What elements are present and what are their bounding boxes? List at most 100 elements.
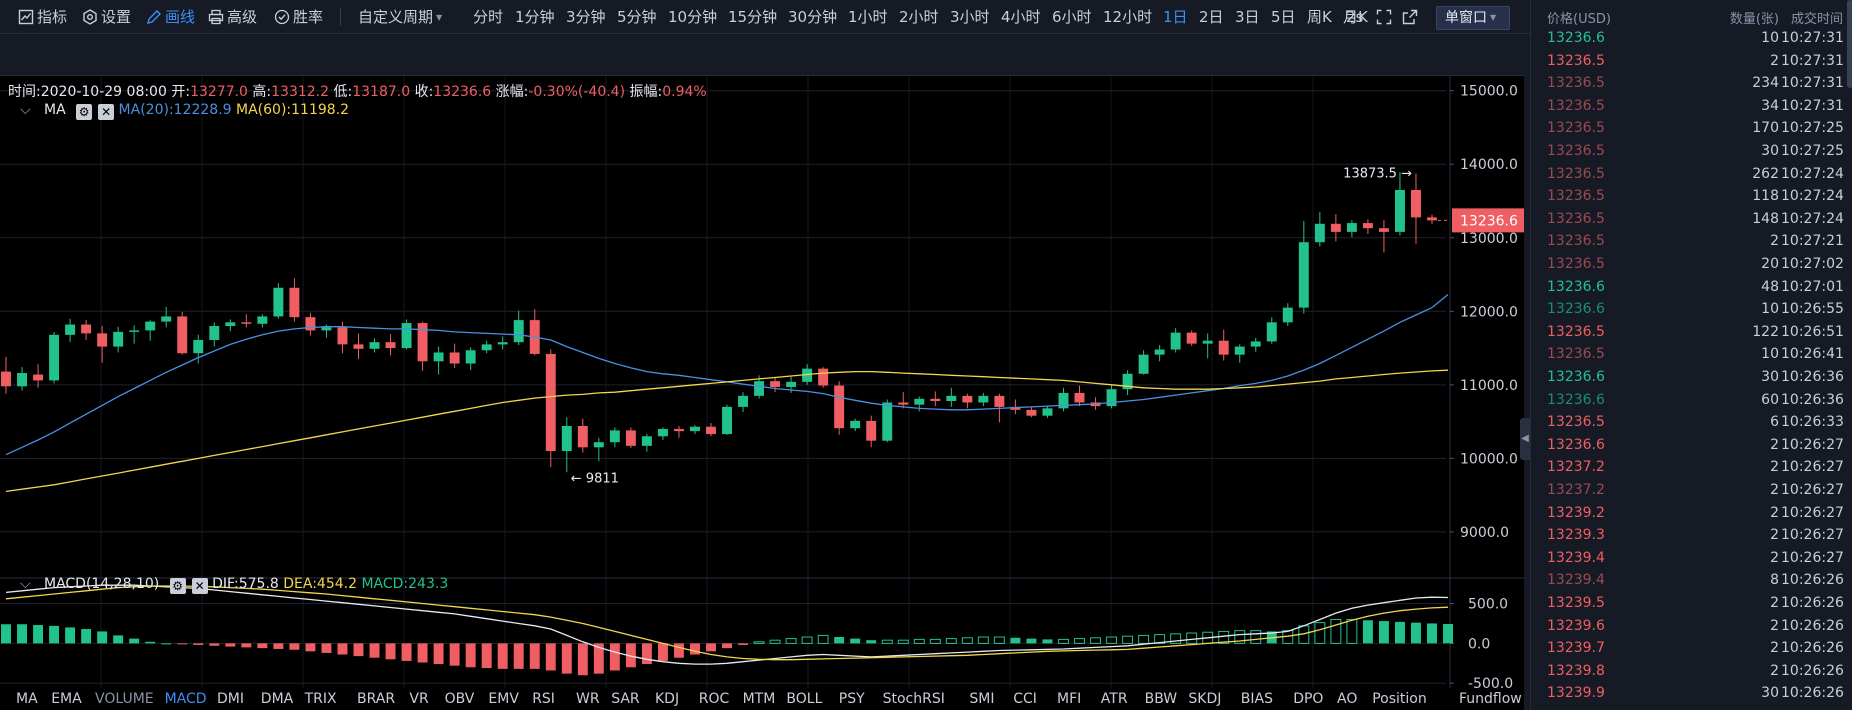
indicator-tab[interactable]: DPO [1293, 691, 1324, 707]
indicator-tab[interactable]: VR [409, 691, 429, 707]
trade-row: 13236.5 10 10:26:41 [1531, 344, 1852, 366]
trade-row: 13237.2 2 10:26:27 [1531, 480, 1852, 502]
indicator-tab[interactable]: BRAR [357, 691, 396, 707]
period-tab[interactable]: 3日 [1235, 8, 1260, 26]
macd-tick-label: 500.0 [1468, 597, 1508, 613]
macd-histogram-bar [193, 643, 204, 645]
candle-body [946, 395, 957, 401]
indicator-tab[interactable]: BOLL [786, 691, 823, 707]
candle-body [625, 430, 636, 446]
period-tab[interactable]: 15分钟 [728, 8, 778, 26]
dea-line [5, 585, 1449, 661]
trade-row: 13237.2 2 10:26:27 [1531, 457, 1852, 479]
indicator-tab[interactable]: CCI [1013, 691, 1037, 707]
close-icon[interactable]: ✕ [191, 578, 208, 594]
macd-histogram-bar [577, 643, 588, 676]
indicator-tab[interactable]: MFI [1057, 691, 1082, 707]
period-tab[interactable]: 1日 [1163, 8, 1188, 26]
period-tab[interactable]: 2日 [1199, 8, 1224, 26]
period-tab[interactable]: 3分钟 [566, 8, 606, 26]
period-tab[interactable]: 3小时 [950, 8, 990, 26]
indicator-tab[interactable]: OBV [444, 691, 475, 707]
candle-body [401, 323, 412, 349]
custom-period-select[interactable]: 自定义周期 ▼ [358, 0, 442, 34]
indicator-tab[interactable]: DMI [217, 691, 244, 707]
fullscreen-button[interactable] [1376, 0, 1395, 34]
candle-body [1346, 223, 1357, 232]
trade-qty: 2 [1770, 617, 1779, 634]
trade-price: 13239.2 [1547, 504, 1605, 521]
indicator-tab[interactable]: Fundflow [1459, 691, 1522, 707]
indicator-tab[interactable]: MA [16, 691, 38, 707]
gear-icon[interactable]: ⚙ [76, 104, 93, 120]
period-tab[interactable]: 5日 [1271, 8, 1296, 26]
indicator-tab[interactable]: BIAS [1240, 691, 1273, 707]
period-tab[interactable]: 周K [1307, 8, 1332, 26]
trade-row: 13236.6 10 10:26:55 [1531, 299, 1852, 321]
macd-histogram-bar [689, 643, 700, 655]
gear-icon[interactable]: ⚙ [169, 578, 186, 594]
macd-histogram-bar [529, 643, 540, 669]
period-tab[interactable]: 1小时 [848, 8, 888, 26]
indicator-tab[interactable]: SAR [611, 691, 640, 707]
period-tab[interactable]: 月K [1343, 8, 1368, 26]
collapse-chevron-icon[interactable]: ⌵ [20, 102, 31, 118]
indicator-tab[interactable]: ROC [698, 691, 730, 707]
trade-price: 13236.5 [1547, 120, 1605, 137]
period-tab[interactable]: 30分钟 [788, 8, 838, 26]
period-tab[interactable]: 2小时 [899, 8, 939, 26]
indicator-tab[interactable]: PSY [838, 691, 865, 707]
settings-button[interactable]: 设置 [82, 0, 131, 34]
winrate-button[interactable]: 胜率 [274, 0, 323, 34]
period-tab[interactable]: 5分钟 [617, 8, 657, 26]
indicator-tab[interactable]: Position [1372, 691, 1427, 707]
draw-button[interactable]: 画线 [146, 0, 195, 34]
ma60-value: MA(60):11198.2 [236, 102, 350, 118]
candle-body [898, 402, 909, 405]
indicator-tab[interactable]: AO [1337, 691, 1358, 707]
period-tab[interactable]: 4小时 [1001, 8, 1041, 26]
window-mode-select[interactable]: 单窗口 ▼ [1436, 6, 1510, 30]
indicator-tab[interactable]: ATR [1100, 691, 1128, 707]
period-tab[interactable]: 10分钟 [668, 8, 718, 26]
period-tab[interactable]: 6小时 [1052, 8, 1092, 26]
advanced-button[interactable]: 高级 [208, 0, 257, 34]
candlestick-chart[interactable]: 15000.0 14000.0 13000.0 12000.0 11000.0 10000… [0, 76, 1524, 688]
macd-histogram-bar [993, 636, 1005, 644]
trade-time: 10:26:26 [1781, 572, 1844, 589]
refresh-interval[interactable]: 2s [1346, 0, 1363, 34]
period-tab[interactable]: 1分钟 [515, 8, 555, 26]
indicator-tab[interactable]: VOLUME [95, 691, 154, 707]
indicator-tab[interactable]: EMA [51, 691, 82, 707]
close-icon[interactable]: ✕ [98, 104, 115, 120]
collapse-panel-button[interactable]: ◀ [1520, 418, 1530, 460]
candle-body [609, 430, 620, 443]
period-tab[interactable]: 分时 [473, 8, 504, 26]
indicator-tab[interactable]: DMA [260, 691, 294, 707]
indicator-tab[interactable]: KDJ [655, 691, 680, 707]
candle-body [1218, 340, 1229, 355]
indicator-tab[interactable]: WR [576, 691, 600, 707]
indicator-tab[interactable]: TRIX [304, 691, 337, 707]
indicator-tab[interactable]: MTM [742, 691, 776, 707]
indicator-tab[interactable]: EMV [488, 691, 519, 707]
indicator-tab[interactable]: MACD [164, 691, 207, 707]
indicator-tab[interactable]: RSI [532, 691, 555, 707]
collapse-chevron-icon[interactable]: ⌵ [20, 576, 31, 592]
macd-histogram-bar [1090, 637, 1101, 644]
trades-scrollbar[interactable] [1847, 0, 1852, 88]
chart-area[interactable]: 15000.0 14000.0 13000.0 12000.0 11000.0 10000… [0, 76, 1524, 710]
candle-body [1394, 189, 1405, 232]
indicator-tab[interactable]: BBW [1144, 691, 1178, 707]
indicator-button[interactable]: 指标 [18, 0, 67, 34]
candle-body [1, 371, 11, 387]
popout-button[interactable] [1402, 0, 1421, 34]
macd-histogram-bar [561, 643, 572, 674]
indicator-tab[interactable]: SMI [969, 691, 995, 707]
trade-qty: 48 [1761, 278, 1779, 295]
indicator-tab[interactable]: SKDJ [1188, 691, 1222, 707]
period-tab[interactable]: 12小时 [1103, 8, 1153, 26]
last-price-label: 13236.6 [1460, 213, 1518, 229]
trade-qty: 2 [1770, 436, 1779, 453]
indicator-tab[interactable]: StochRSI [882, 691, 945, 707]
